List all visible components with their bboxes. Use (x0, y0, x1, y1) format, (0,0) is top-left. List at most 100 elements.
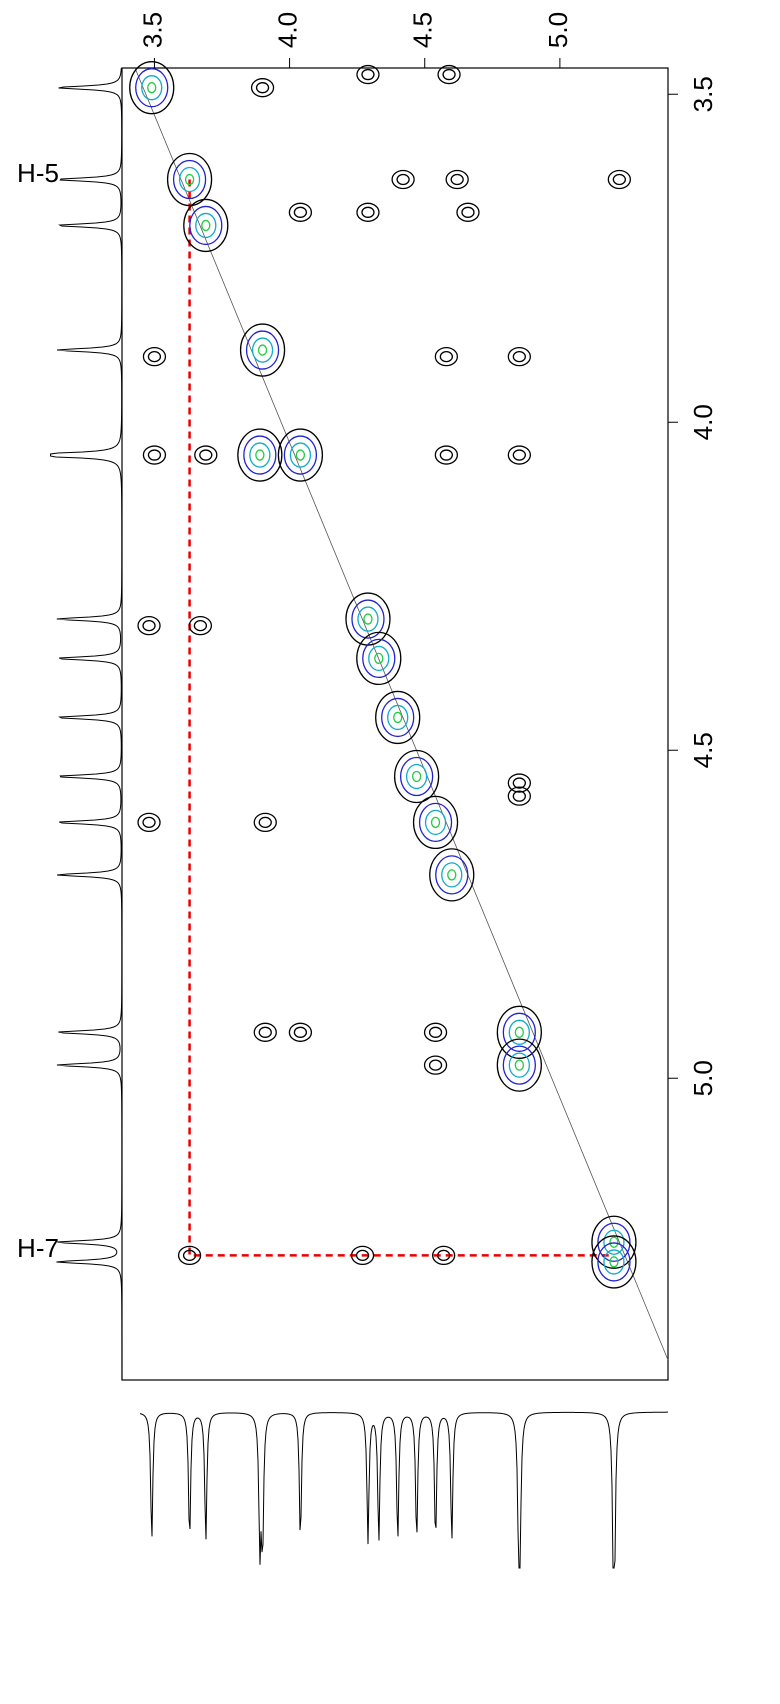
contour (194, 445, 218, 465)
contour (507, 346, 531, 367)
contour (293, 1026, 308, 1038)
contour (258, 816, 272, 829)
contour (142, 445, 167, 465)
contour (193, 619, 208, 632)
contour (393, 711, 403, 724)
contour (178, 166, 201, 193)
contour (508, 1019, 530, 1045)
contour (429, 848, 475, 902)
contour (172, 159, 207, 200)
contour (350, 1245, 375, 1266)
contour (239, 323, 286, 377)
x-tick-label: 4.0 (272, 12, 302, 48)
contour (387, 704, 409, 731)
contour (423, 1022, 448, 1042)
contour (356, 64, 380, 85)
contour (445, 169, 469, 190)
contour (253, 812, 277, 833)
y-tick-label: 5.0 (688, 1060, 718, 1096)
contour (423, 1055, 448, 1075)
contour (512, 777, 526, 789)
contour (253, 1022, 277, 1042)
contour (199, 449, 213, 461)
contour (288, 202, 313, 222)
contour (363, 613, 373, 625)
contour (381, 697, 415, 738)
contour (612, 173, 626, 186)
contour (356, 202, 380, 222)
contour (461, 206, 475, 218)
contour (603, 1229, 625, 1255)
contour (456, 202, 480, 222)
projection-f2 (50, 67, 123, 1380)
contour (514, 1059, 524, 1071)
contour (439, 449, 454, 461)
contour (177, 1245, 202, 1266)
contour (250, 78, 275, 98)
contour (396, 173, 410, 186)
contour (135, 68, 169, 108)
contour (442, 68, 456, 81)
contour (405, 763, 428, 790)
contour (507, 773, 531, 793)
contour (609, 1256, 619, 1268)
contour (434, 445, 459, 465)
contour (424, 809, 447, 836)
contour (374, 652, 384, 665)
contour (512, 449, 526, 461)
contour (137, 812, 161, 833)
contour (607, 169, 631, 190)
contour (507, 445, 531, 465)
correlation-line (188, 179, 614, 1257)
y-tick-label: 3.5 (688, 76, 718, 112)
contour (293, 206, 308, 218)
contour (393, 749, 440, 804)
contour (201, 219, 211, 232)
contour (512, 790, 526, 802)
contour (362, 638, 396, 679)
contour (399, 756, 434, 797)
contour (609, 1236, 619, 1248)
contour (496, 1005, 542, 1059)
x-tick-label: 4.5 (408, 12, 438, 48)
diagonal (134, 67, 669, 1361)
contour (430, 816, 441, 829)
contour (142, 816, 156, 829)
contour (508, 1052, 530, 1078)
contour (437, 64, 461, 85)
annotation: H-7 (17, 1233, 59, 1263)
contour (189, 205, 223, 246)
contour (249, 442, 271, 468)
contour (243, 435, 277, 475)
contour (603, 1249, 625, 1275)
contour (514, 1026, 524, 1038)
contour (147, 449, 162, 461)
contour (355, 1249, 370, 1262)
contour (439, 350, 454, 363)
contour (591, 1215, 637, 1269)
contour (507, 786, 531, 806)
contour (502, 1045, 536, 1085)
contour (437, 1249, 451, 1262)
contour (591, 1235, 637, 1289)
x-tick-label: 5.0 (543, 12, 573, 48)
contour (277, 428, 324, 482)
contour (245, 330, 280, 370)
contour (361, 68, 375, 81)
contour (255, 449, 265, 461)
contour (351, 599, 385, 639)
contour (597, 1242, 631, 1282)
projection-f1 (139, 1411, 668, 1569)
contour (447, 869, 457, 881)
contour (441, 862, 463, 888)
contour (597, 1222, 631, 1262)
contour (288, 1022, 313, 1042)
contour (142, 346, 167, 367)
y-tick-label: 4.0 (688, 404, 718, 440)
contour (183, 198, 229, 253)
contour (512, 350, 526, 363)
contour (237, 428, 283, 482)
contour (257, 344, 268, 356)
contour (450, 173, 464, 186)
contour (428, 1059, 443, 1071)
